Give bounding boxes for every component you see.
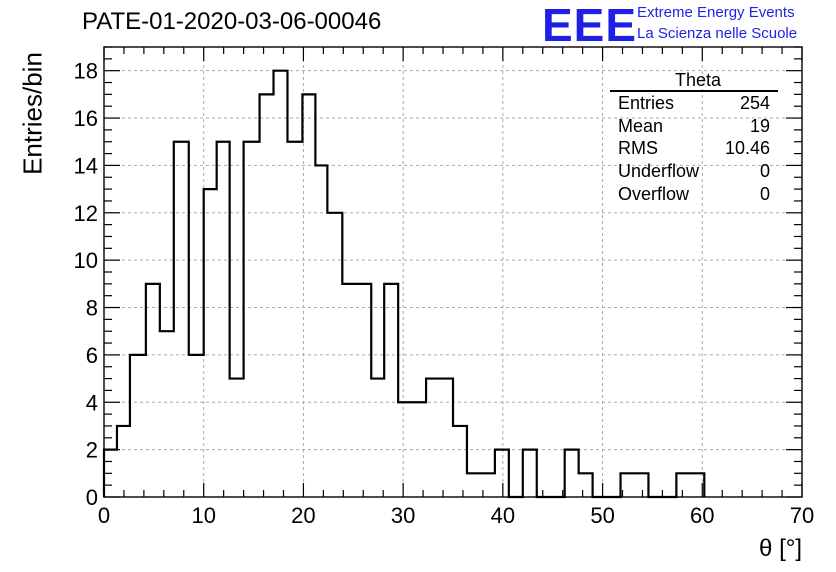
histogram-bin <box>384 284 398 497</box>
logo-line-1: Extreme Energy Events <box>637 4 795 21</box>
histogram-bin <box>146 284 160 497</box>
logo-mark: EEE <box>542 0 638 51</box>
histogram-bin <box>579 473 593 497</box>
histogram-line <box>102 69 706 499</box>
stats-value: 19 <box>749 115 770 136</box>
histogram-bin <box>189 355 204 497</box>
histogram-bin <box>371 379 384 497</box>
stats-label: Overflow <box>618 183 690 204</box>
histogram-bin <box>260 94 274 497</box>
histogram-bin <box>315 165 327 497</box>
stats-name: Theta <box>610 70 778 92</box>
histogram-bin <box>160 331 174 497</box>
stats-value: 0 <box>759 161 770 182</box>
stats-label: Entries <box>618 93 675 113</box>
y-tick-label: 6 <box>86 343 98 368</box>
histogram-bin <box>244 142 260 497</box>
histogram-bin <box>342 284 356 497</box>
y-axis-label: Entries/bin <box>17 52 48 175</box>
logo-line-2: La Scienza nelle Scuole <box>637 25 798 42</box>
y-tick-label: 18 <box>74 59 98 84</box>
histogram-bin <box>287 142 302 497</box>
x-tick-label: 30 <box>391 503 415 528</box>
stats-box: Theta Entries 254 Mean 19 RMS 10.46 Unde… <box>610 70 778 206</box>
stats-row: Overflow 0 <box>610 183 778 206</box>
stats-value: 254 <box>739 93 770 113</box>
histogram-bin <box>230 379 244 497</box>
stats-label: Underflow <box>618 161 700 182</box>
x-tick-label: 20 <box>291 503 315 528</box>
x-tick-label: 10 <box>191 503 215 528</box>
x-tick-label: 40 <box>491 503 515 528</box>
histogram-bin <box>274 71 288 497</box>
x-tick-label: 50 <box>590 503 614 528</box>
histogram-bin <box>523 450 537 497</box>
histogram-bin <box>453 426 467 497</box>
histogram-bin <box>426 379 439 497</box>
histogram-bin <box>413 402 426 497</box>
histogram-bin <box>356 284 371 497</box>
histogram-bin <box>217 142 230 497</box>
y-tick-label: 2 <box>86 438 98 463</box>
stats-value: 0 <box>759 183 770 204</box>
x-tick-label: 60 <box>690 503 714 528</box>
histogram-bin <box>398 402 413 497</box>
stats-label: RMS <box>618 138 658 159</box>
y-tick-label: 12 <box>74 201 98 226</box>
histogram-bin <box>174 142 189 497</box>
histogram-bin <box>439 379 453 497</box>
histogram-bin <box>676 473 690 497</box>
histogram-bin <box>117 426 130 497</box>
y-tick-label: 16 <box>74 106 98 131</box>
chart-title: PATE-01-2020-03-06-00046 <box>82 8 382 35</box>
x-tick-label: 70 <box>790 503 814 528</box>
y-tick-label: 0 <box>86 485 98 510</box>
histogram-bin <box>302 94 315 497</box>
stats-label: Mean <box>618 115 664 136</box>
y-tick-label: 8 <box>86 296 98 321</box>
y-tick-label: 10 <box>74 248 98 273</box>
histogram-bin <box>467 473 481 497</box>
x-tick-label: 0 <box>98 503 110 528</box>
stats-row: Mean 19 <box>610 115 778 138</box>
stats-row: RMS 10.46 <box>610 137 778 160</box>
histogram-bin <box>130 355 146 497</box>
histogram-bin <box>204 189 217 497</box>
y-tick-label: 14 <box>74 153 98 178</box>
x-axis-label: θ [°] <box>759 535 802 562</box>
y-tick-label: 4 <box>86 390 98 415</box>
histogram-bin <box>634 473 648 497</box>
histogram-bin <box>327 213 342 497</box>
stats-row: Entries 254 <box>610 92 778 115</box>
stats-value: 10.46 <box>724 138 770 159</box>
histogram-bin <box>495 450 509 497</box>
histogram-bin <box>565 450 579 497</box>
stats-row: Underflow 0 <box>610 160 778 183</box>
